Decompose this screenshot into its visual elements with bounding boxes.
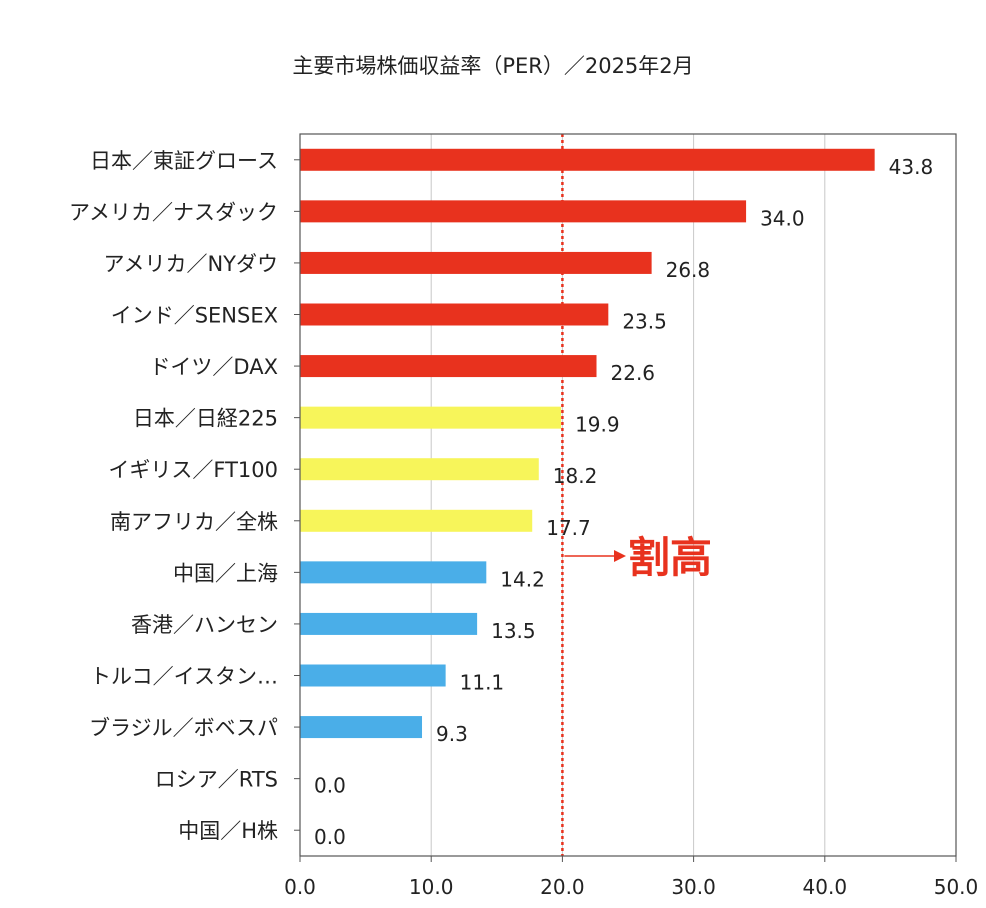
category-label: 日本／日経225 [133,407,278,431]
bar [300,561,487,584]
x-tick-label: 40.0 [803,875,848,899]
value-label: 26.8 [666,258,711,282]
annotation-arrowhead [614,550,626,562]
bar [300,200,747,223]
bar-layer [300,148,875,739]
value-label: 11.1 [460,671,505,695]
category-label: 南アフリカ／全株 [110,510,278,534]
bar [300,664,446,687]
bar [300,148,875,171]
x-tick-label: 0.0 [284,875,316,899]
bar [300,355,597,378]
category-label: インド／SENSEX [111,304,278,328]
x-tick-label: 20.0 [540,875,585,899]
bar [300,406,562,429]
bar [300,251,652,274]
value-label: 23.5 [622,310,667,334]
bar [300,612,478,635]
x-tick-label: 30.0 [671,875,716,899]
bar [300,716,423,739]
category-label: ブラジル／ボベスパ [89,716,278,740]
bar [300,458,539,481]
value-label: 14.2 [500,567,545,591]
x-tick-label: 50.0 [934,875,979,899]
category-label: アメリカ／NYダウ [104,252,279,276]
value-label: 43.8 [889,155,934,179]
reference-layer [561,134,626,856]
bar [300,509,533,532]
category-label: トルコ／イスタン… [90,665,278,689]
category-label: ドイツ／DAX [149,355,278,379]
label-layer: 0.0 10.0 20.0 30.0 40.0 50.0 日本／東証グロース 43.8 アメリカ… [69,149,978,899]
value-label: 22.6 [611,361,656,385]
value-label: 9.3 [436,722,468,746]
value-label: 17.7 [546,516,591,540]
chart-title: 主要市場株価収益率（PER）／2025年2月 [292,54,694,78]
plot-frame [299,133,957,857]
value-label: 19.9 [575,413,620,437]
category-label: イギリス／FT100 [108,458,278,482]
x-tick-label: 10.0 [409,875,454,899]
value-label: 0.0 [314,774,346,798]
value-label: 13.5 [491,619,536,643]
category-label: ロシア／RTS [155,768,278,792]
category-label: アメリカ／ナスダック [69,200,278,224]
grid-layer [294,134,957,862]
category-label: 中国／H株 [178,819,278,843]
annotation-text: 割高 [628,533,712,582]
value-label: 34.0 [760,206,805,230]
category-label: 香港／ハンセン [131,613,278,637]
value-label: 18.2 [553,464,598,488]
category-label: 中国／上海 [173,561,278,585]
category-label: 日本／東証グロース [90,149,278,173]
bar [300,303,609,326]
value-label: 0.0 [314,825,346,849]
